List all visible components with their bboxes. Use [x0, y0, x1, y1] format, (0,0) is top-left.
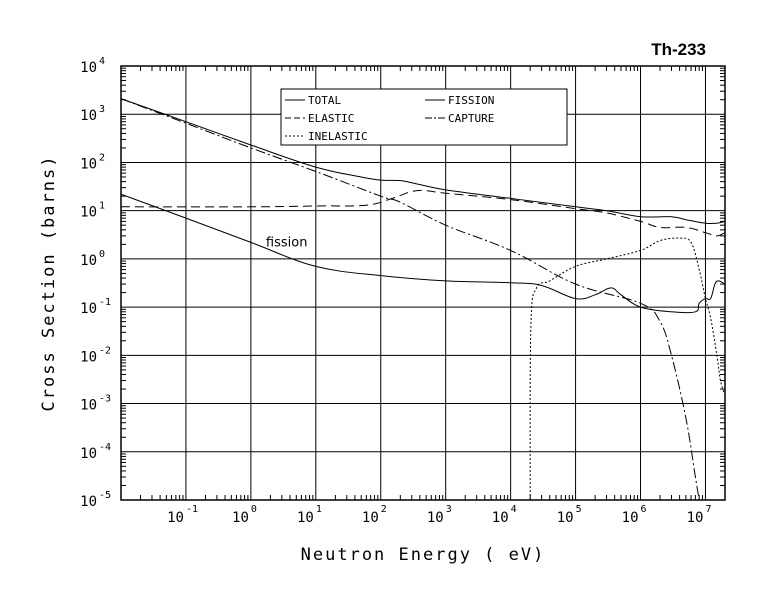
legend: TOTAL FISSION ELASTIC CAPTURE INELASTIC — [280, 88, 568, 146]
x-tick-label: 106 — [622, 504, 647, 526]
y-tick-base: 10 — [80, 301, 97, 317]
x-tick-exp: 4 — [511, 504, 517, 515]
y-tick-label: 10 4 — [80, 56, 105, 76]
x-tick-exp: 3 — [446, 504, 452, 515]
y-tick-exp: -3 — [99, 394, 111, 405]
y-tick-exp: 2 — [99, 152, 105, 163]
legend-label: TOTAL — [308, 94, 341, 107]
annotation-layer: fission — [266, 235, 308, 250]
y-tick-label: 10 -3 — [80, 394, 111, 414]
series-line-total — [121, 98, 725, 225]
y-tick-exp: -5 — [99, 490, 111, 501]
x-tick-exp: -1 — [186, 504, 198, 515]
x-tick-base: 10 — [687, 510, 704, 526]
x-tick-label: 101 — [297, 504, 322, 526]
x-tick-base: 10 — [167, 510, 184, 526]
x-tick-base: 10 — [557, 510, 574, 526]
y-tick-label: 10 2 — [80, 152, 105, 172]
x-tick-base: 10 — [232, 510, 249, 526]
x-tick-exp: 1 — [316, 504, 322, 515]
legend-items: TOTAL FISSION ELASTIC CAPTURE INELASTIC — [285, 94, 494, 143]
series-line-inelastic — [529, 237, 725, 500]
y-tick-base: 10 — [80, 156, 97, 172]
y-tick-label: 10 1 — [80, 201, 105, 221]
x-axis-label: Neutron Energy ( eV) — [301, 545, 546, 565]
y-tick-exp: -1 — [99, 297, 111, 308]
series-line-elastic — [121, 189, 725, 237]
x-tick-label: 10-1 — [167, 504, 198, 526]
y-tick-base: 10 — [80, 205, 97, 221]
legend-label: CAPTURE — [448, 112, 494, 125]
y-tick-label: 10 0 — [80, 249, 105, 269]
x-tick-exp: 2 — [381, 504, 387, 515]
y-tick-exp: 4 — [99, 56, 105, 67]
x-tick-label: 104 — [492, 504, 517, 526]
series-line-capture — [121, 98, 700, 500]
legend-item-total: TOTAL — [285, 94, 341, 107]
y-tick-base: 10 — [80, 253, 97, 269]
x-tick-base: 10 — [492, 510, 509, 526]
legend-item-inelastic: INELASTIC — [285, 130, 368, 143]
x-tick-base: 10 — [427, 510, 444, 526]
y-axis-label: Cross Section (barns) — [39, 155, 59, 412]
y-tick-base: 10 — [80, 494, 97, 510]
annotation-fission: fission — [266, 235, 308, 250]
y-tick-base: 10 — [80, 60, 97, 76]
x-tick-base: 10 — [297, 510, 314, 526]
x-tick-exp: 5 — [576, 504, 582, 515]
series-layer — [121, 98, 725, 500]
y-tick-exp: 0 — [99, 249, 105, 260]
y-tick-label: 10 -2 — [80, 345, 111, 365]
legend-item-capture: CAPTURE — [425, 112, 494, 125]
x-tick-base: 10 — [362, 510, 379, 526]
x-tick-label: 103 — [427, 504, 452, 526]
legend-label: FISSION — [448, 94, 494, 107]
y-tick-label: 10 -4 — [80, 442, 111, 462]
chart-title: Th-233 — [651, 40, 706, 59]
x-tick-label: 100 — [232, 504, 257, 526]
legend-label: ELASTIC — [308, 112, 354, 125]
y-tick-exp: 3 — [99, 104, 105, 115]
tick-layer: 10-110010110210310410510610710-510-410-3… — [80, 56, 726, 526]
legend-box — [280, 88, 568, 146]
y-tick-exp: -2 — [99, 345, 111, 356]
y-tick-exp: 1 — [99, 201, 105, 212]
y-tick-base: 10 — [80, 349, 97, 365]
x-tick-exp: 0 — [251, 504, 257, 515]
legend-label: INELASTIC — [308, 130, 368, 143]
y-tick-label: 10 -1 — [80, 297, 111, 317]
y-tick-base: 10 — [80, 446, 97, 462]
x-tick-label: 102 — [362, 504, 387, 526]
y-tick-base: 10 — [80, 108, 97, 124]
x-tick-label: 107 — [687, 504, 712, 526]
legend-item-fission: FISSION — [425, 94, 494, 107]
series-line-fission — [121, 193, 725, 314]
x-tick-exp: 6 — [641, 504, 647, 515]
x-tick-exp: 7 — [705, 504, 711, 515]
y-tick-exp: -4 — [99, 442, 111, 453]
y-tick-label: 10 -5 — [80, 490, 111, 510]
y-tick-base: 10 — [80, 398, 97, 414]
legend-item-elastic: ELASTIC — [285, 112, 354, 125]
x-tick-label: 105 — [557, 504, 582, 526]
y-tick-label: 10 3 — [80, 104, 105, 124]
x-tick-base: 10 — [622, 510, 639, 526]
plot-frame — [120, 65, 726, 501]
